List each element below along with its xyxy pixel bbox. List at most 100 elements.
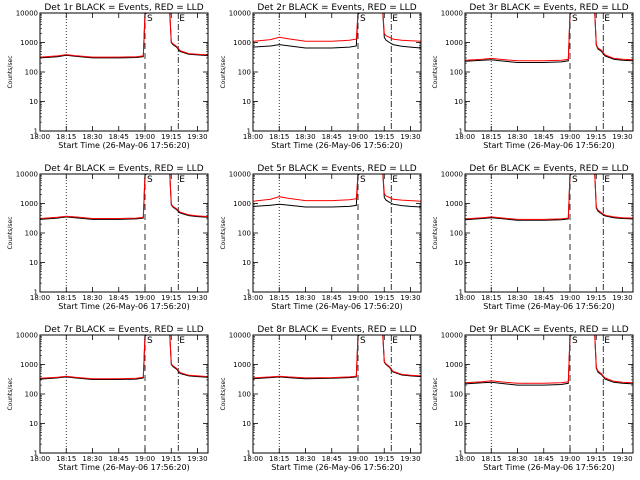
x-tick-label: 18:30: [507, 294, 527, 302]
x-axis: 18:00 18:15 18:30 18:45 19:00 19:15 19:30: [455, 335, 633, 463]
y-tick-label: 1000: [20, 39, 38, 47]
x-tick-label: 18:45: [534, 455, 554, 463]
x-tick-label: 18:30: [295, 455, 315, 463]
marker-s: S: [360, 14, 366, 24]
y-axis-label: Counts/sec: [220, 377, 227, 410]
panel-title: Det 9r BLACK = Events, RED = LLD: [469, 325, 628, 335]
series-lld: [253, 13, 421, 42]
x-tick-label: 19:30: [400, 133, 420, 141]
reference-lines: [490, 13, 604, 131]
x-tick-label: 19:30: [612, 133, 632, 141]
x-tick-label: 18:00: [455, 455, 475, 463]
y-axis: 1 10 100 1000 10000: [441, 171, 633, 297]
plot-frame: [464, 173, 634, 293]
y-axis-label: Counts/sec: [7, 55, 14, 88]
y-axis-label: Counts/sec: [220, 216, 227, 249]
y-tick-label: 10: [29, 420, 38, 428]
y-tick-label: 1000: [445, 361, 463, 369]
y-axis: 1 10 100 1000 10000: [441, 332, 633, 458]
reference-lines: [65, 174, 179, 292]
x-axis-label: Start Time (26-May-06 17:56:20): [483, 302, 614, 311]
x-tick-label: 18:45: [322, 455, 342, 463]
y-axis-label: Counts/sec: [432, 216, 439, 249]
panel-title: Det 5r BLACK = Events, RED = LLD: [257, 164, 416, 174]
y-tick-label: 1: [247, 128, 251, 136]
x-tick-label: 18:00: [243, 455, 263, 463]
x-axis-label: Start Time (26-May-06 17:56:20): [58, 141, 189, 150]
y-tick-label: 100: [450, 391, 463, 399]
panel-title: Det 4r BLACK = Events, RED = LLD: [44, 164, 203, 174]
y-tick-label: 100: [238, 391, 251, 399]
marker-s: S: [572, 14, 578, 24]
marker-e: E: [179, 336, 185, 346]
panel-title: Det 3r BLACK = Events, RED = LLD: [469, 3, 628, 13]
y-axis: 1 10 100 1000 10000: [16, 10, 208, 136]
x-tick-label: 19:30: [187, 294, 207, 302]
y-tick-label: 1000: [20, 200, 38, 208]
x-tick-label: 18:15: [481, 133, 501, 141]
y-tick-label: 1000: [233, 39, 251, 47]
y-tick-label: 100: [25, 391, 38, 399]
series-lld: [40, 174, 208, 219]
x-tick-label: 19:15: [161, 455, 181, 463]
y-tick-label: 10000: [16, 171, 38, 179]
series-lld: [253, 335, 421, 379]
panel-title: Det 6r BLACK = Events, RED = LLD: [469, 164, 628, 174]
series-lld: [465, 174, 633, 220]
panel-title: Det 2r BLACK = Events, RED = LLD: [257, 3, 416, 13]
y-axis-label: Counts/sec: [432, 55, 439, 88]
x-tick-label: 18:45: [534, 294, 554, 302]
y-tick-label: 10: [242, 259, 251, 267]
plot-frame: [39, 334, 209, 454]
y-tick-label: 10: [29, 98, 38, 106]
marker-s: S: [572, 336, 578, 346]
series-events: [465, 13, 633, 63]
series-events: [253, 13, 421, 49]
y-tick-label: 1: [459, 289, 463, 297]
x-axis-label: Start Time (26-May-06 17:56:20): [483, 141, 614, 150]
y-tick-label: 10: [242, 98, 251, 106]
y-tick-label: 1000: [20, 361, 38, 369]
series-lld: [465, 13, 633, 62]
x-tick-label: 19:30: [400, 294, 420, 302]
x-axis-label: Start Time (26-May-06 17:56:20): [483, 463, 614, 472]
x-tick-label: 19:15: [374, 294, 394, 302]
x-tick-label: 18:15: [481, 294, 501, 302]
x-tick-label: 18:15: [481, 455, 501, 463]
panel-title: Det 1r BLACK = Events, RED = LLD: [44, 3, 203, 13]
x-tick-label: 18:15: [269, 294, 289, 302]
marker-s: S: [360, 336, 366, 346]
x-tick-label: 18:00: [455, 294, 475, 302]
series-events: [40, 335, 208, 380]
x-axis-label: Start Time (26-May-06 17:56:20): [58, 463, 189, 472]
x-tick-label: 18:30: [295, 294, 315, 302]
x-axis: 18:00 18:15 18:30 18:45 19:00 19:15 19:30: [455, 13, 633, 141]
series-lld: [465, 335, 633, 384]
x-tick-label: 18:00: [243, 133, 263, 141]
marker-s: S: [147, 14, 153, 24]
marker-e: E: [604, 14, 610, 24]
x-tick-label: 19:15: [586, 455, 606, 463]
reference-lines: [278, 335, 392, 453]
y-tick-label: 10000: [441, 171, 463, 179]
reference-lines: [490, 335, 604, 453]
series-events: [465, 335, 633, 386]
x-tick-label: 18:30: [82, 133, 102, 141]
x-tick-label: 18:15: [56, 294, 76, 302]
marker-e: E: [392, 336, 398, 346]
reference-lines: [65, 13, 179, 131]
y-tick-label: 10000: [16, 332, 38, 340]
x-tick-label: 18:00: [30, 455, 50, 463]
y-axis-label: Counts/sec: [220, 55, 227, 88]
x-tick-label: 19:15: [586, 294, 606, 302]
x-axis: 18:00 18:15 18:30 18:45 19:00 19:15 19:30: [30, 13, 208, 141]
y-axis-label: Counts/sec: [432, 377, 439, 410]
x-tick-label: 18:30: [507, 455, 527, 463]
y-tick-label: 1000: [233, 361, 251, 369]
series-lld: [253, 174, 421, 202]
x-tick-label: 19:00: [135, 294, 155, 302]
x-tick-label: 19:00: [348, 294, 368, 302]
